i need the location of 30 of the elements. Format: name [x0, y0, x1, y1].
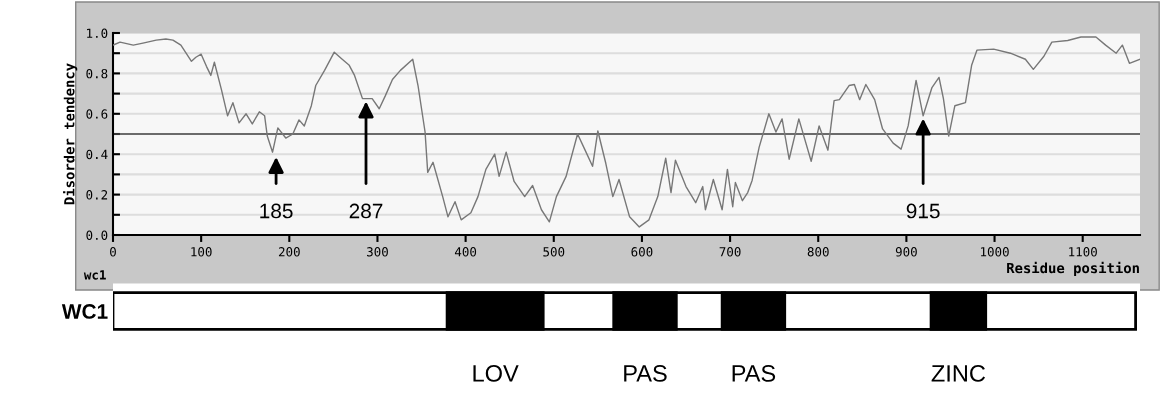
y-tick-label: 0.2	[86, 190, 108, 200]
y-tick-label: 0.4	[86, 149, 108, 160]
x-tick-label: 600	[631, 247, 653, 257]
y-tick-label: 0.0	[86, 230, 108, 240]
series-label: PAS	[732, 365, 776, 382]
line-series	[113, 36, 1140, 228]
series-label: LOV	[473, 365, 519, 382]
x-tick-label: 1100	[1069, 247, 1097, 257]
x-tick-label: 100	[191, 247, 212, 257]
x-tick-label: 0	[110, 247, 116, 257]
y-tick-label: 0.6	[86, 109, 108, 119]
annotation: 915	[906, 203, 940, 219]
x-axis-title: Residue position	[1007, 261, 1139, 276]
y-axis-title: Disorder tendency	[63, 63, 78, 205]
x-tick-label: 300	[367, 247, 388, 257]
series-label: PAS	[624, 365, 667, 382]
x-tick-label: 700	[719, 247, 741, 257]
text: wc1	[83, 270, 106, 280]
x-tick-label: 900	[895, 247, 917, 257]
x-tick-label: 400	[454, 247, 477, 257]
series-label: ZINC	[931, 365, 986, 382]
x-tick-label: 800	[807, 247, 829, 257]
x-tick-label: 1000	[981, 247, 1009, 257]
y-tick-label: 1.0	[87, 28, 108, 38]
annotation: 185	[260, 203, 293, 219]
x-tick-label: 200	[278, 247, 300, 257]
annotation: 287	[349, 203, 383, 219]
y-tick-label: WC1	[61, 304, 108, 319]
x-tick-label: 500	[543, 247, 565, 257]
y-tick-label: 0.8	[86, 68, 108, 79]
